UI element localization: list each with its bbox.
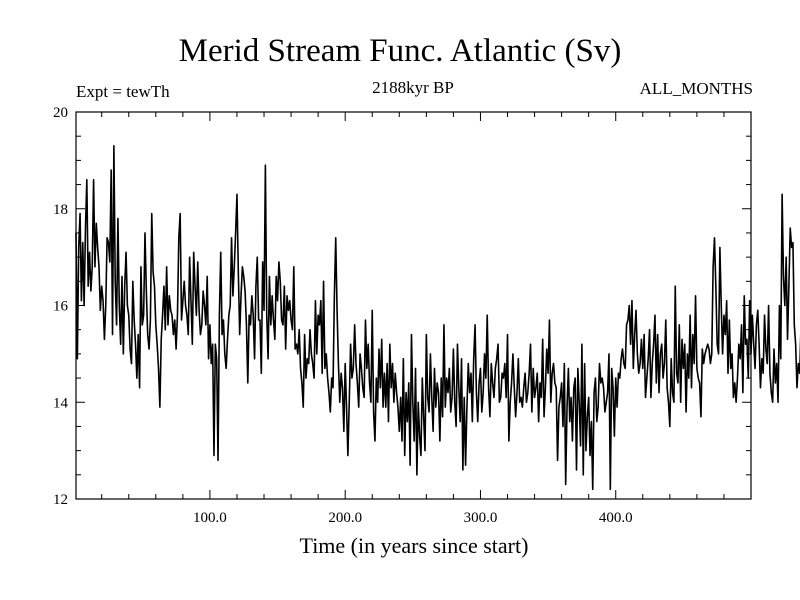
x-tick-label: 300.0 (464, 510, 498, 526)
series-line (75, 145, 800, 491)
axis-ticks: 12 14 16 18 20 100.0 200.0 300.0 400.0 (53, 105, 752, 526)
y-tick-label: 18 (53, 202, 68, 218)
x-tick-label: 200.0 (328, 510, 362, 526)
x-axis-label: Time (in years since start) (299, 533, 529, 558)
y-tick-label: 14 (53, 395, 69, 411)
experiment-label: Expt = tewTh (76, 82, 170, 101)
chart-subtitle: 2188kyr BP (372, 78, 454, 97)
y-tick-label: 16 (53, 299, 69, 315)
y-tick-label: 20 (53, 105, 68, 121)
data-series (75, 145, 800, 491)
x-tick-label: 100.0 (193, 510, 227, 526)
months-label: ALL_MONTHS (639, 79, 753, 98)
x-tick-label: 400.0 (599, 510, 633, 526)
y-tick-label: 12 (53, 492, 68, 508)
chart-title: Merid Stream Func. Atlantic (Sv) (178, 33, 622, 69)
